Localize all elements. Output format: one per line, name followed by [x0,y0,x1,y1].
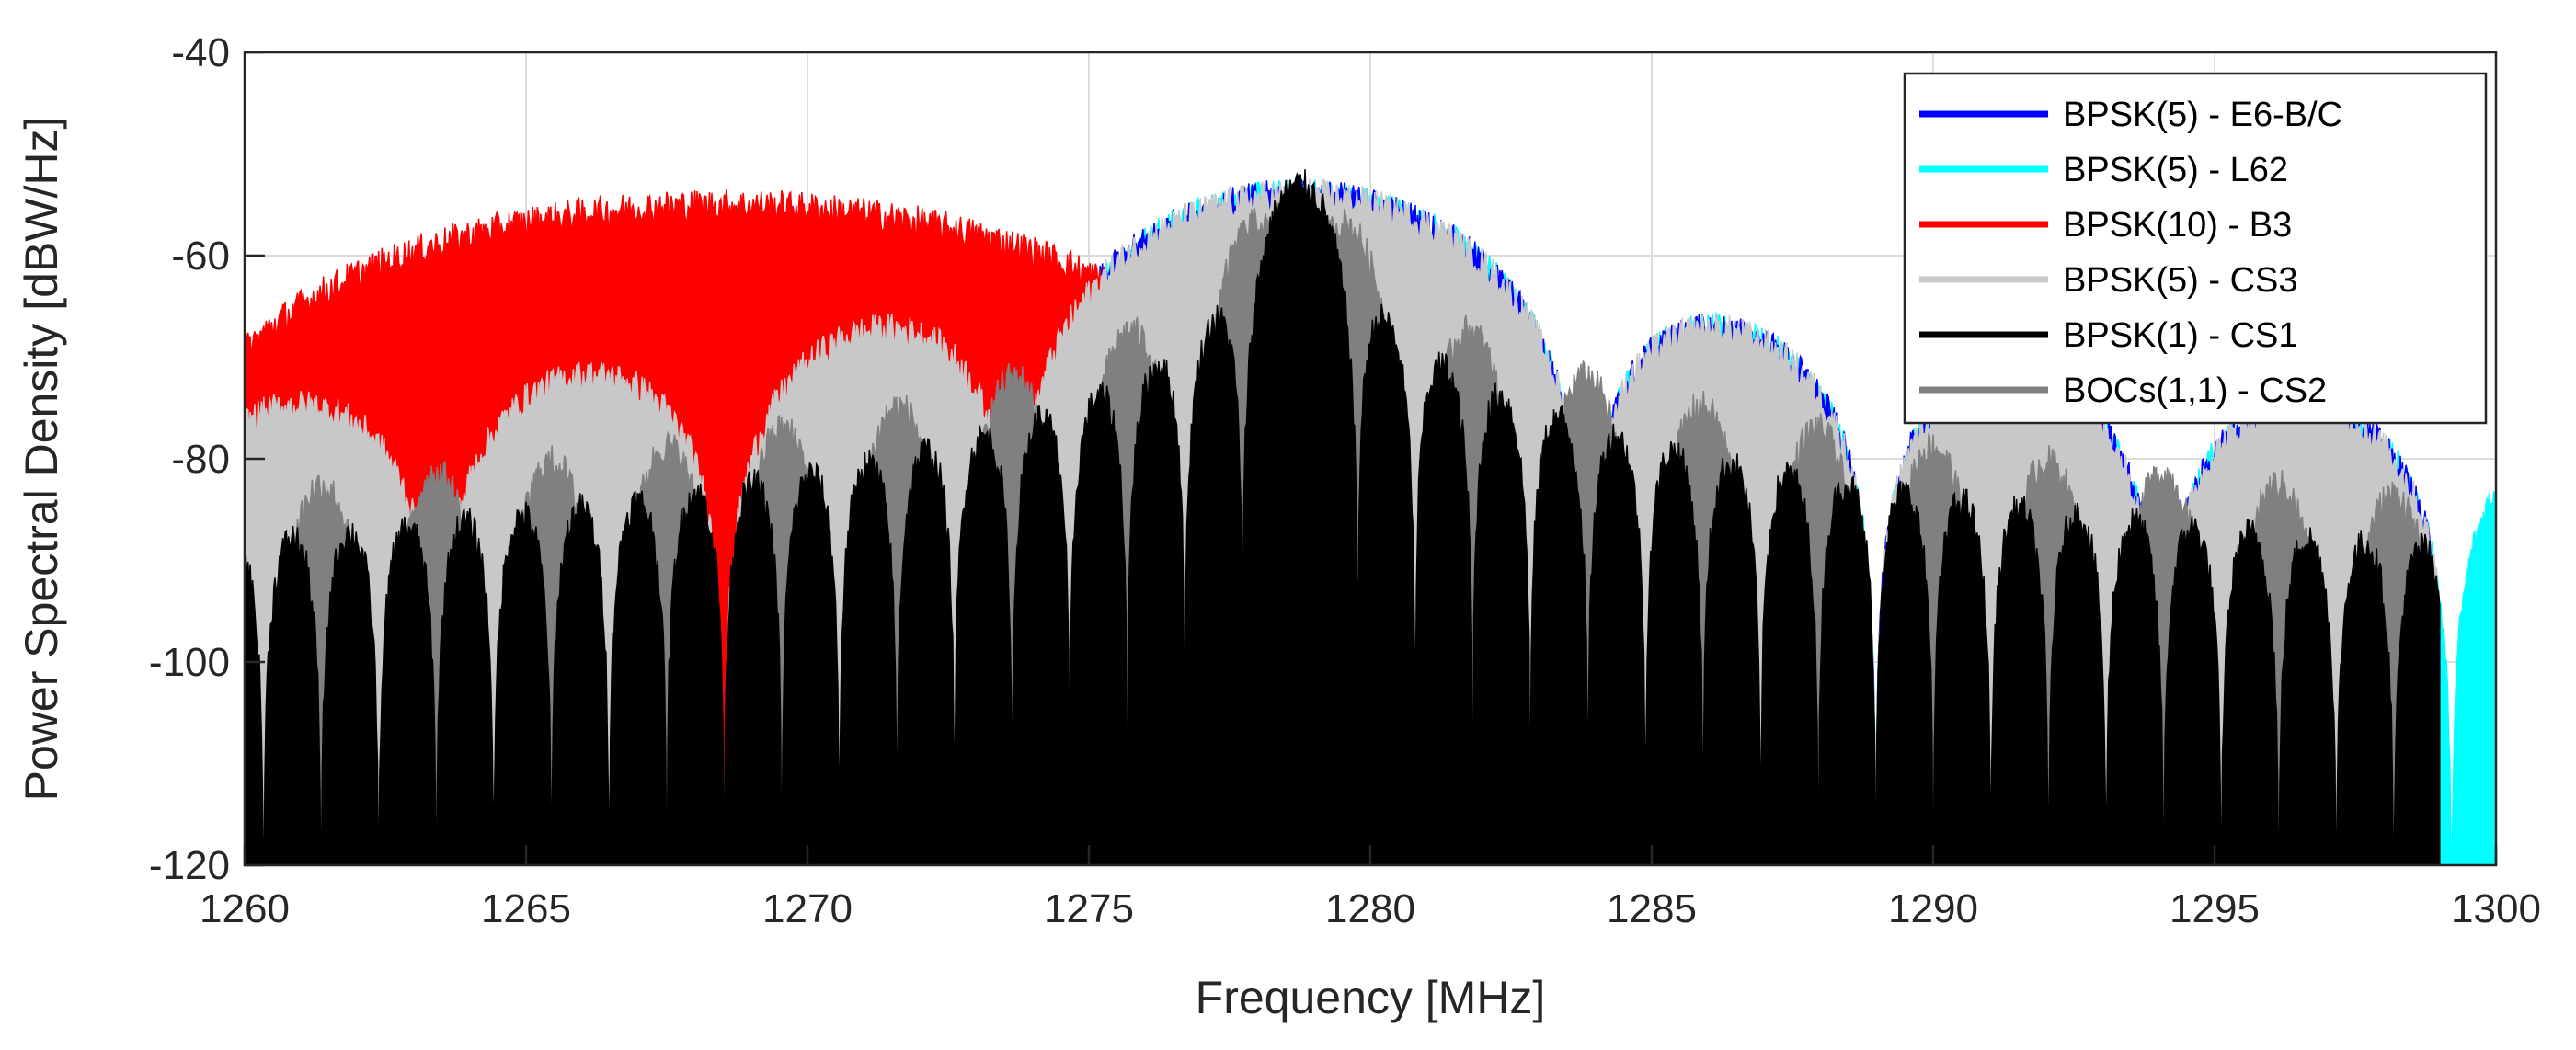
y-tick-label: -80 [171,437,230,482]
x-tick-label: 1290 [1888,886,1978,931]
legend-label: BPSK(5) - L62 [2063,151,2288,189]
legend-label: BOCs(1,1) - CS2 [2063,371,2327,410]
legend-label: BPSK(5) - CS3 [2063,261,2298,300]
y-tick-label: -40 [171,30,230,75]
x-axis-label: Frequency [MHz] [1196,972,1546,1023]
x-axis: 1260 1265 1270 1275 1280 1285 1290 1295 1300 [200,845,2541,931]
series-bpsk-1-cs1 [245,169,2441,865]
x-tick-label: 1280 [1325,886,1415,931]
y-tick-label: -120 [149,843,230,888]
series-layer [245,169,2496,865]
y-tick-label: -100 [149,640,230,685]
x-tick-label: 1275 [1044,886,1134,931]
x-tick-label: 1260 [200,886,290,931]
x-tick-label: 1265 [481,886,571,931]
legend: BPSK(5) - E6-B/C BPSK(5) - L62 BPSK(10) - … [1903,72,2488,425]
x-tick-label: 1285 [1607,886,1697,931]
x-tick-label: 1300 [2451,886,2541,931]
legend-label: BPSK(1) - CS1 [2063,316,2298,355]
legend-label: BPSK(10) - B3 [2063,206,2292,245]
x-tick-label: 1295 [2170,886,2260,931]
y-axis: -40 -60 -80 -100 -120 [149,30,265,888]
y-tick-label: -60 [171,234,230,279]
x-tick-label: 1270 [762,886,853,931]
legend-box [1903,72,2488,425]
legend-label: BPSK(5) - E6-B/C [2063,96,2342,134]
y-axis-label: Power Spectral Density [dBW/Hz] [16,117,67,802]
